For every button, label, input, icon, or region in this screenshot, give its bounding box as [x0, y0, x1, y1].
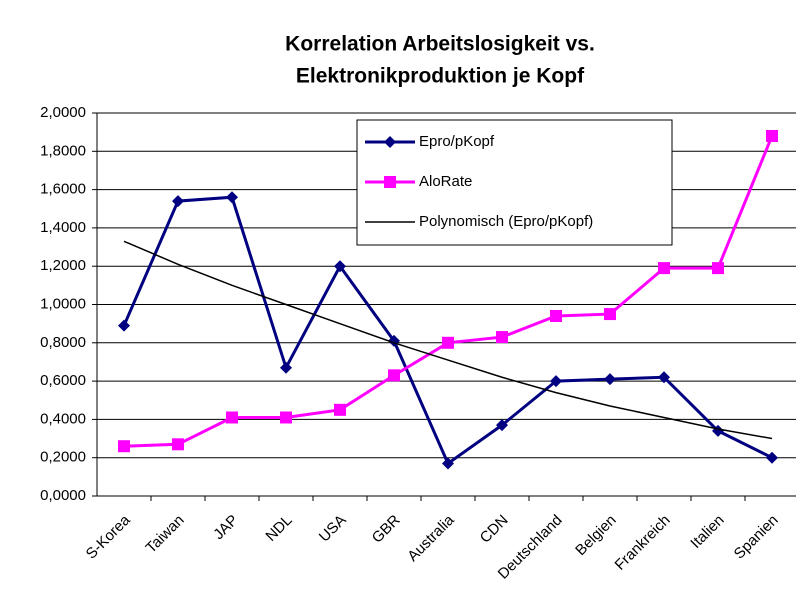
marker	[334, 403, 346, 416]
y-tick-label: 0,8000	[40, 334, 86, 351]
marker	[604, 373, 616, 386]
y-tick-label: 2,0000	[40, 104, 86, 121]
marker	[766, 129, 778, 142]
y-tick-label: 0,4000	[40, 410, 86, 427]
marker	[226, 411, 238, 424]
marker	[384, 176, 396, 188]
marker	[334, 260, 346, 273]
marker	[496, 331, 508, 344]
y-tick-label: 1,4000	[40, 219, 86, 236]
marker	[604, 308, 616, 321]
y-tick-label: 0,0000	[40, 487, 86, 504]
chart-title: Korrelation Arbeitslosigkeit vs.	[285, 33, 595, 56]
marker	[550, 309, 562, 322]
marker	[172, 195, 184, 208]
x-tick-label: S-Korea	[83, 511, 134, 562]
marker	[658, 371, 670, 384]
x-tick-label: Frankreich	[612, 512, 674, 574]
marker	[496, 419, 508, 432]
x-tick-label: CDN	[477, 512, 512, 547]
marker	[226, 191, 238, 204]
legend-label: Epro/pKopf	[419, 133, 495, 150]
marker	[442, 457, 454, 470]
marker	[280, 411, 292, 424]
marker	[712, 262, 724, 275]
y-tick-label: 0,2000	[40, 449, 86, 466]
x-tick-label: Belgien	[572, 512, 619, 559]
marker	[384, 136, 396, 148]
y-tick-label: 1,8000	[40, 142, 86, 159]
marker	[118, 319, 130, 332]
x-tick-label: Taiwan	[143, 512, 188, 557]
x-tick-label: USA	[316, 512, 350, 546]
chart-title: Elektronikproduktion je Kopf	[296, 65, 585, 88]
marker	[658, 262, 670, 275]
marker	[388, 369, 400, 382]
y-tick-label: 1,0000	[40, 295, 86, 312]
x-tick-label: Italien	[687, 512, 727, 552]
legend-label: AloRate	[419, 173, 472, 190]
marker	[280, 361, 292, 374]
x-tick-label: Australia	[404, 511, 458, 565]
marker	[550, 375, 562, 388]
x-tick-label: GBR	[369, 512, 404, 547]
marker	[766, 451, 778, 464]
legend-label: Polynomisch (Epro/pKopf)	[419, 213, 593, 230]
y-tick-label: 0,6000	[40, 372, 86, 389]
y-tick-label: 1,6000	[40, 181, 86, 198]
x-tick-label: Spanien	[731, 512, 782, 563]
marker	[172, 438, 184, 451]
marker	[442, 336, 454, 349]
marker	[118, 440, 130, 453]
y-tick-label: 1,2000	[40, 257, 86, 274]
x-tick-label: JAP	[210, 512, 241, 543]
series-line	[123, 240, 773, 440]
x-tick-label: NDL	[262, 512, 295, 545]
